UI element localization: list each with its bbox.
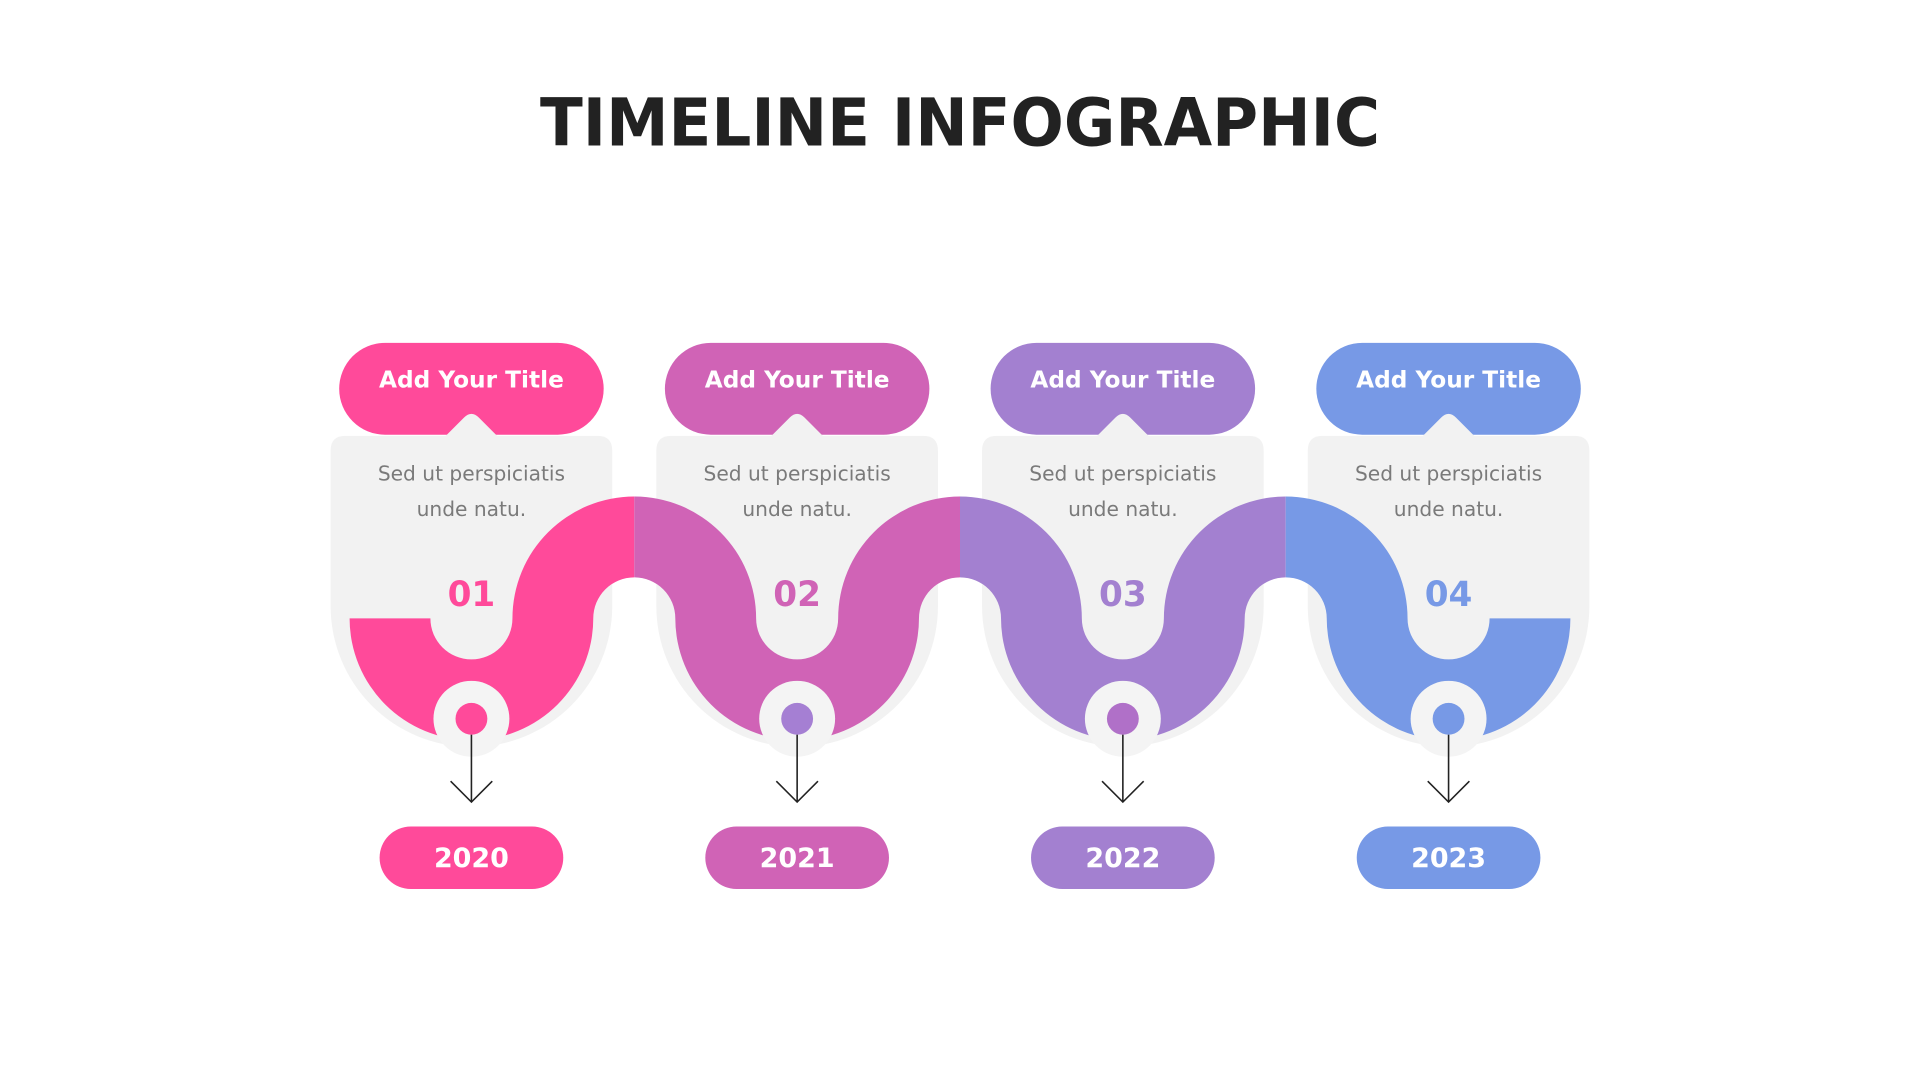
- dot: [1432, 702, 1465, 735]
- pill-notch: [1421, 413, 1476, 438]
- step-description: Sed ut perspiciatis: [704, 462, 891, 486]
- step-description: unde natu.: [742, 497, 852, 521]
- timeline-step: Add Your Title Sed ut perspiciatis unde na…: [339, 342, 604, 889]
- wave-segment: [349, 496, 635, 741]
- step-description: Sed ut perspiciatis: [1355, 462, 1542, 486]
- step-description: unde natu.: [1394, 497, 1504, 521]
- step-number: 04: [1425, 575, 1473, 615]
- timeline-step: Add Your Title Sed ut perspiciatis unde na…: [990, 342, 1256, 889]
- step-description: unde natu.: [1068, 497, 1178, 521]
- step-number: 01: [448, 575, 496, 615]
- step-number: 02: [773, 575, 821, 615]
- title-pill: [990, 342, 1256, 435]
- pill-notch: [770, 413, 825, 438]
- title-pill: [1316, 342, 1581, 435]
- title-pill: [339, 342, 604, 435]
- step-year: 2021: [760, 843, 835, 874]
- title-pill: [664, 342, 930, 435]
- arrow-head: [450, 780, 493, 804]
- wave-segment: [1285, 496, 1571, 741]
- dot: [455, 702, 488, 735]
- dot: [1106, 702, 1139, 735]
- timeline-step: Add Your Title Sed ut perspiciatis unde na…: [1316, 342, 1581, 889]
- step-title: Add Your Title: [705, 366, 890, 393]
- step-description: Sed ut perspiciatis: [378, 462, 565, 486]
- step-year: 2023: [1411, 843, 1486, 874]
- step-description: Sed ut perspiciatis: [1029, 462, 1216, 486]
- wave: [349, 496, 1571, 741]
- step-year: 2020: [434, 843, 509, 874]
- dot: [781, 702, 814, 735]
- step-title: Add Your Title: [1030, 366, 1215, 393]
- pill-notch: [444, 413, 499, 438]
- year-pill: [379, 826, 564, 889]
- step-title: Add Your Title: [379, 366, 564, 393]
- timeline-step: Add Your Title Sed ut perspiciatis unde na…: [664, 342, 930, 889]
- step-title: Add Your Title: [1356, 366, 1541, 393]
- year-pill: [1031, 826, 1215, 889]
- wave-segment: [960, 496, 1286, 741]
- step-year: 2022: [1085, 843, 1160, 874]
- step-number: 03: [1099, 575, 1147, 615]
- year-pill: [1356, 826, 1541, 889]
- arrow-head: [1101, 780, 1145, 804]
- step-description: unde natu.: [417, 497, 527, 521]
- year-pill: [705, 826, 889, 889]
- pill-notch: [1095, 413, 1150, 438]
- arrow-head: [775, 780, 819, 804]
- wave-segment: [634, 496, 960, 741]
- page-title: TIMELINE INFOGRAPHIC: [540, 84, 1380, 161]
- arrow-head: [1427, 780, 1470, 804]
